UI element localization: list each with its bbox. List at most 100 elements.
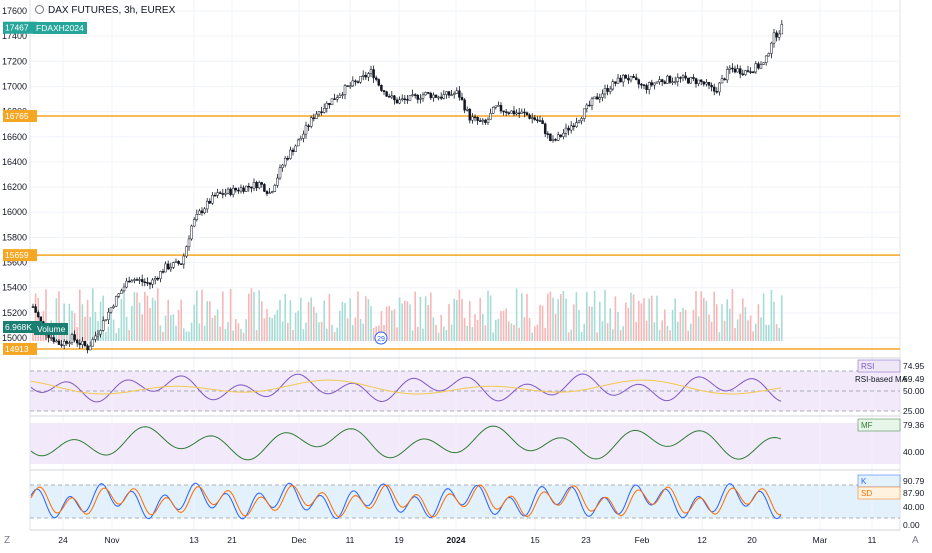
volume-bar <box>450 324 453 341</box>
candle-body <box>575 122 578 127</box>
rsi-tick-label: 50.00 <box>903 386 925 396</box>
volume-bar <box>671 309 674 341</box>
candle-body <box>263 184 266 192</box>
level-lines[interactable] <box>30 115 900 350</box>
volume-bar <box>144 291 146 341</box>
volume-bar <box>708 314 710 341</box>
price-tick-label: 15800 <box>2 232 27 242</box>
time-tick-label: 11 <box>868 535 877 545</box>
candle-body <box>307 125 310 127</box>
time-axis[interactable]: 24 Nov 13 21 Dec 11 19 2024 15 23 Feb 12 20 Mar 11 <box>58 535 876 545</box>
event-marker[interactable]: 29 <box>374 331 388 345</box>
volume-chip[interactable]: Volume <box>34 323 69 335</box>
mf-panel-bg <box>30 423 900 464</box>
volume-bar <box>612 329 614 341</box>
price-tag-bg <box>3 110 37 123</box>
candle-body <box>767 53 771 57</box>
auto-scale-button[interactable]: A <box>912 535 919 546</box>
svg-text:29: 29 <box>377 336 385 343</box>
volume-bar <box>528 318 531 341</box>
volume-bar <box>658 329 661 341</box>
chart-title[interactable]: DAX FUTURES, 3h, EUREX <box>35 5 175 16</box>
volume-bar <box>185 331 188 341</box>
candle-body <box>642 84 646 86</box>
candle-body <box>710 85 713 88</box>
volume-bar <box>224 329 227 341</box>
candle-body <box>138 279 141 281</box>
candle-body <box>629 76 633 81</box>
candle-body <box>47 334 50 338</box>
candle-body <box>663 81 667 84</box>
candle-body <box>582 108 586 119</box>
volume-bar <box>157 288 159 341</box>
volume-bar <box>739 313 741 341</box>
volume-bar <box>141 314 143 341</box>
volume-bar <box>164 315 167 341</box>
candle-body <box>229 188 232 195</box>
candle-body <box>364 75 368 78</box>
volume-bar <box>497 318 500 341</box>
volume-bar <box>695 291 697 341</box>
volume-bar <box>131 305 133 341</box>
volume-bar <box>593 290 596 341</box>
volume-bar <box>209 301 211 341</box>
volume-bar <box>248 293 250 341</box>
candle-body <box>75 339 79 344</box>
volume-bar <box>128 329 130 341</box>
candle-body <box>192 219 196 227</box>
candle-body <box>291 149 295 152</box>
volume-bar <box>94 311 97 341</box>
volume-bar <box>73 313 76 341</box>
time-tick-label: 13 <box>189 535 199 545</box>
candle-body <box>499 105 503 112</box>
candle-body <box>590 98 594 106</box>
candle-body <box>507 112 511 114</box>
timezone-button[interactable]: Z <box>4 535 11 546</box>
volume-bar <box>292 329 294 341</box>
candle-body <box>585 104 589 110</box>
volume-bar <box>687 330 689 341</box>
candles[interactable] <box>31 20 784 354</box>
volume-bar <box>736 319 739 341</box>
volume-bar <box>315 312 318 341</box>
candle-body <box>595 96 599 100</box>
candle-body <box>369 69 373 74</box>
volume-bar <box>86 299 89 341</box>
candle-body <box>530 117 534 119</box>
candle-body <box>614 81 617 84</box>
volume-bar <box>255 330 258 341</box>
symbol-status-icon <box>35 5 44 14</box>
volume-bar <box>586 292 588 341</box>
time-tick-label: Feb <box>635 535 650 545</box>
volume-bar <box>547 293 549 341</box>
price-axis[interactable]: 1760017400172001700016800166001640016200… <box>2 6 27 343</box>
volume-bar <box>287 322 289 341</box>
volume-bar <box>170 315 172 341</box>
candle-body <box>387 96 391 98</box>
candle-body <box>780 24 784 35</box>
candle-body <box>741 73 745 76</box>
volume-bar <box>120 298 123 341</box>
volume-bar <box>656 295 658 341</box>
candle-body <box>762 62 765 65</box>
candle-body <box>322 108 326 113</box>
candle-body <box>494 105 498 108</box>
volume-bar <box>557 299 559 341</box>
candle-body <box>408 95 412 101</box>
candle-body <box>442 94 446 99</box>
volume-bar <box>482 314 484 341</box>
volume-bar <box>167 299 169 341</box>
volume-bar <box>703 298 705 341</box>
candle-body <box>520 111 524 114</box>
volume-bar <box>323 300 325 341</box>
volume-bar <box>71 310 73 341</box>
volume-bar <box>630 292 632 341</box>
candle-body <box>429 93 433 99</box>
volume-bar <box>560 294 562 341</box>
candle-body <box>686 77 690 84</box>
volume-bar <box>554 313 557 341</box>
candle-body <box>421 94 425 99</box>
candle-body <box>182 255 186 265</box>
